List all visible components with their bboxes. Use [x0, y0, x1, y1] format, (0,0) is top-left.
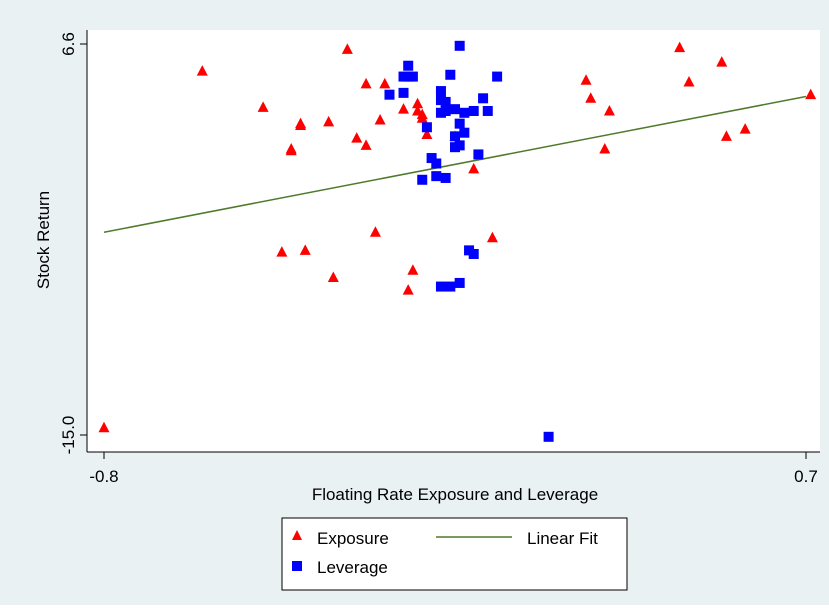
leverage-point	[459, 127, 470, 138]
leverage-point	[445, 281, 456, 292]
exposure-point	[416, 112, 428, 123]
exposure-point	[716, 56, 728, 67]
y-tick-label: 6.6	[59, 32, 78, 56]
leverage-point	[417, 174, 428, 185]
leverage-point	[398, 87, 409, 98]
axis-ticks: -15.0 6.6 -0.8 0.7	[59, 32, 818, 486]
exposure-point	[327, 271, 339, 283]
exposure-point	[341, 43, 353, 54]
exposure-point	[720, 130, 732, 141]
leverage-point	[440, 96, 451, 107]
legend: Exposure Linear Fit Leverage	[281, 517, 628, 591]
exposure-point	[351, 132, 363, 143]
plot-area	[87, 30, 820, 452]
leverage-point	[468, 248, 479, 259]
leverage-point	[454, 277, 465, 288]
exposure-point	[379, 77, 391, 89]
points-layer	[98, 40, 817, 442]
leverage-point	[445, 69, 456, 80]
exposure-point	[257, 101, 269, 112]
linear-fit-layer	[103, 95, 807, 233]
exposure-point	[398, 103, 410, 114]
exposure-point	[486, 231, 498, 243]
leverage-point	[440, 105, 451, 116]
leverage-point	[543, 431, 554, 442]
leverage-point	[454, 140, 465, 151]
leverage-point	[426, 153, 437, 164]
leverage-point	[384, 89, 395, 100]
leverage-point	[435, 281, 446, 292]
exposure-point	[295, 119, 307, 130]
leverage-point	[403, 60, 414, 71]
leverage-point	[492, 71, 503, 82]
exposure-point	[580, 74, 592, 85]
leverage-point	[450, 104, 460, 115]
exposure-point	[468, 162, 480, 174]
leverage-point	[450, 131, 460, 142]
leverage-point	[459, 107, 470, 118]
exposure-point	[402, 284, 414, 295]
exposure-point	[285, 144, 297, 156]
legend-fit-label: Linear Fit	[527, 529, 598, 548]
x-tick-label: 0.7	[794, 467, 818, 486]
x-axis-label: Floating Rate Exposure and Leverage	[312, 485, 598, 504]
exposure-point	[407, 264, 419, 275]
exposure-point	[674, 41, 686, 53]
leverage-point	[454, 118, 465, 129]
leverage-point	[431, 158, 442, 169]
leverage-point	[473, 149, 484, 160]
legend-exposure-marker	[292, 530, 302, 540]
leverage-point	[421, 122, 432, 133]
exposure-point	[739, 123, 751, 134]
leverage-point	[482, 105, 493, 116]
exposure-point	[683, 76, 695, 87]
legend-leverage-marker	[292, 561, 302, 571]
exposure-point	[805, 88, 817, 100]
exposure-point	[98, 421, 110, 433]
legend-exposure-label: Exposure	[317, 529, 389, 548]
exposure-point	[421, 128, 433, 140]
exposure-point	[360, 139, 372, 150]
leverage-point	[468, 105, 479, 116]
leverage-point	[454, 40, 465, 51]
x-tick-label: -0.8	[89, 467, 118, 486]
exposure-point	[603, 104, 615, 116]
exposure-point	[196, 65, 208, 76]
exposure-point	[299, 244, 311, 255]
y-tick-label: -15.0	[59, 416, 78, 455]
exposure-point	[374, 114, 386, 125]
linear-fit-line	[103, 95, 807, 233]
leverage-point	[431, 171, 442, 182]
exposure-point	[369, 226, 381, 237]
legend-box	[281, 517, 628, 591]
leverage-point	[440, 172, 451, 183]
exposure-point	[276, 246, 288, 257]
leverage-point	[478, 93, 489, 104]
exposure-point	[599, 142, 611, 154]
exposure-point	[585, 92, 597, 103]
legend-leverage-label: Leverage	[317, 558, 388, 577]
leverage-point	[407, 71, 418, 82]
exposure-point	[323, 115, 335, 127]
exposure-point	[360, 77, 372, 89]
leverage-point	[435, 86, 446, 97]
exposure-point	[412, 97, 424, 109]
y-axis-label: Stock Return	[34, 191, 53, 289]
